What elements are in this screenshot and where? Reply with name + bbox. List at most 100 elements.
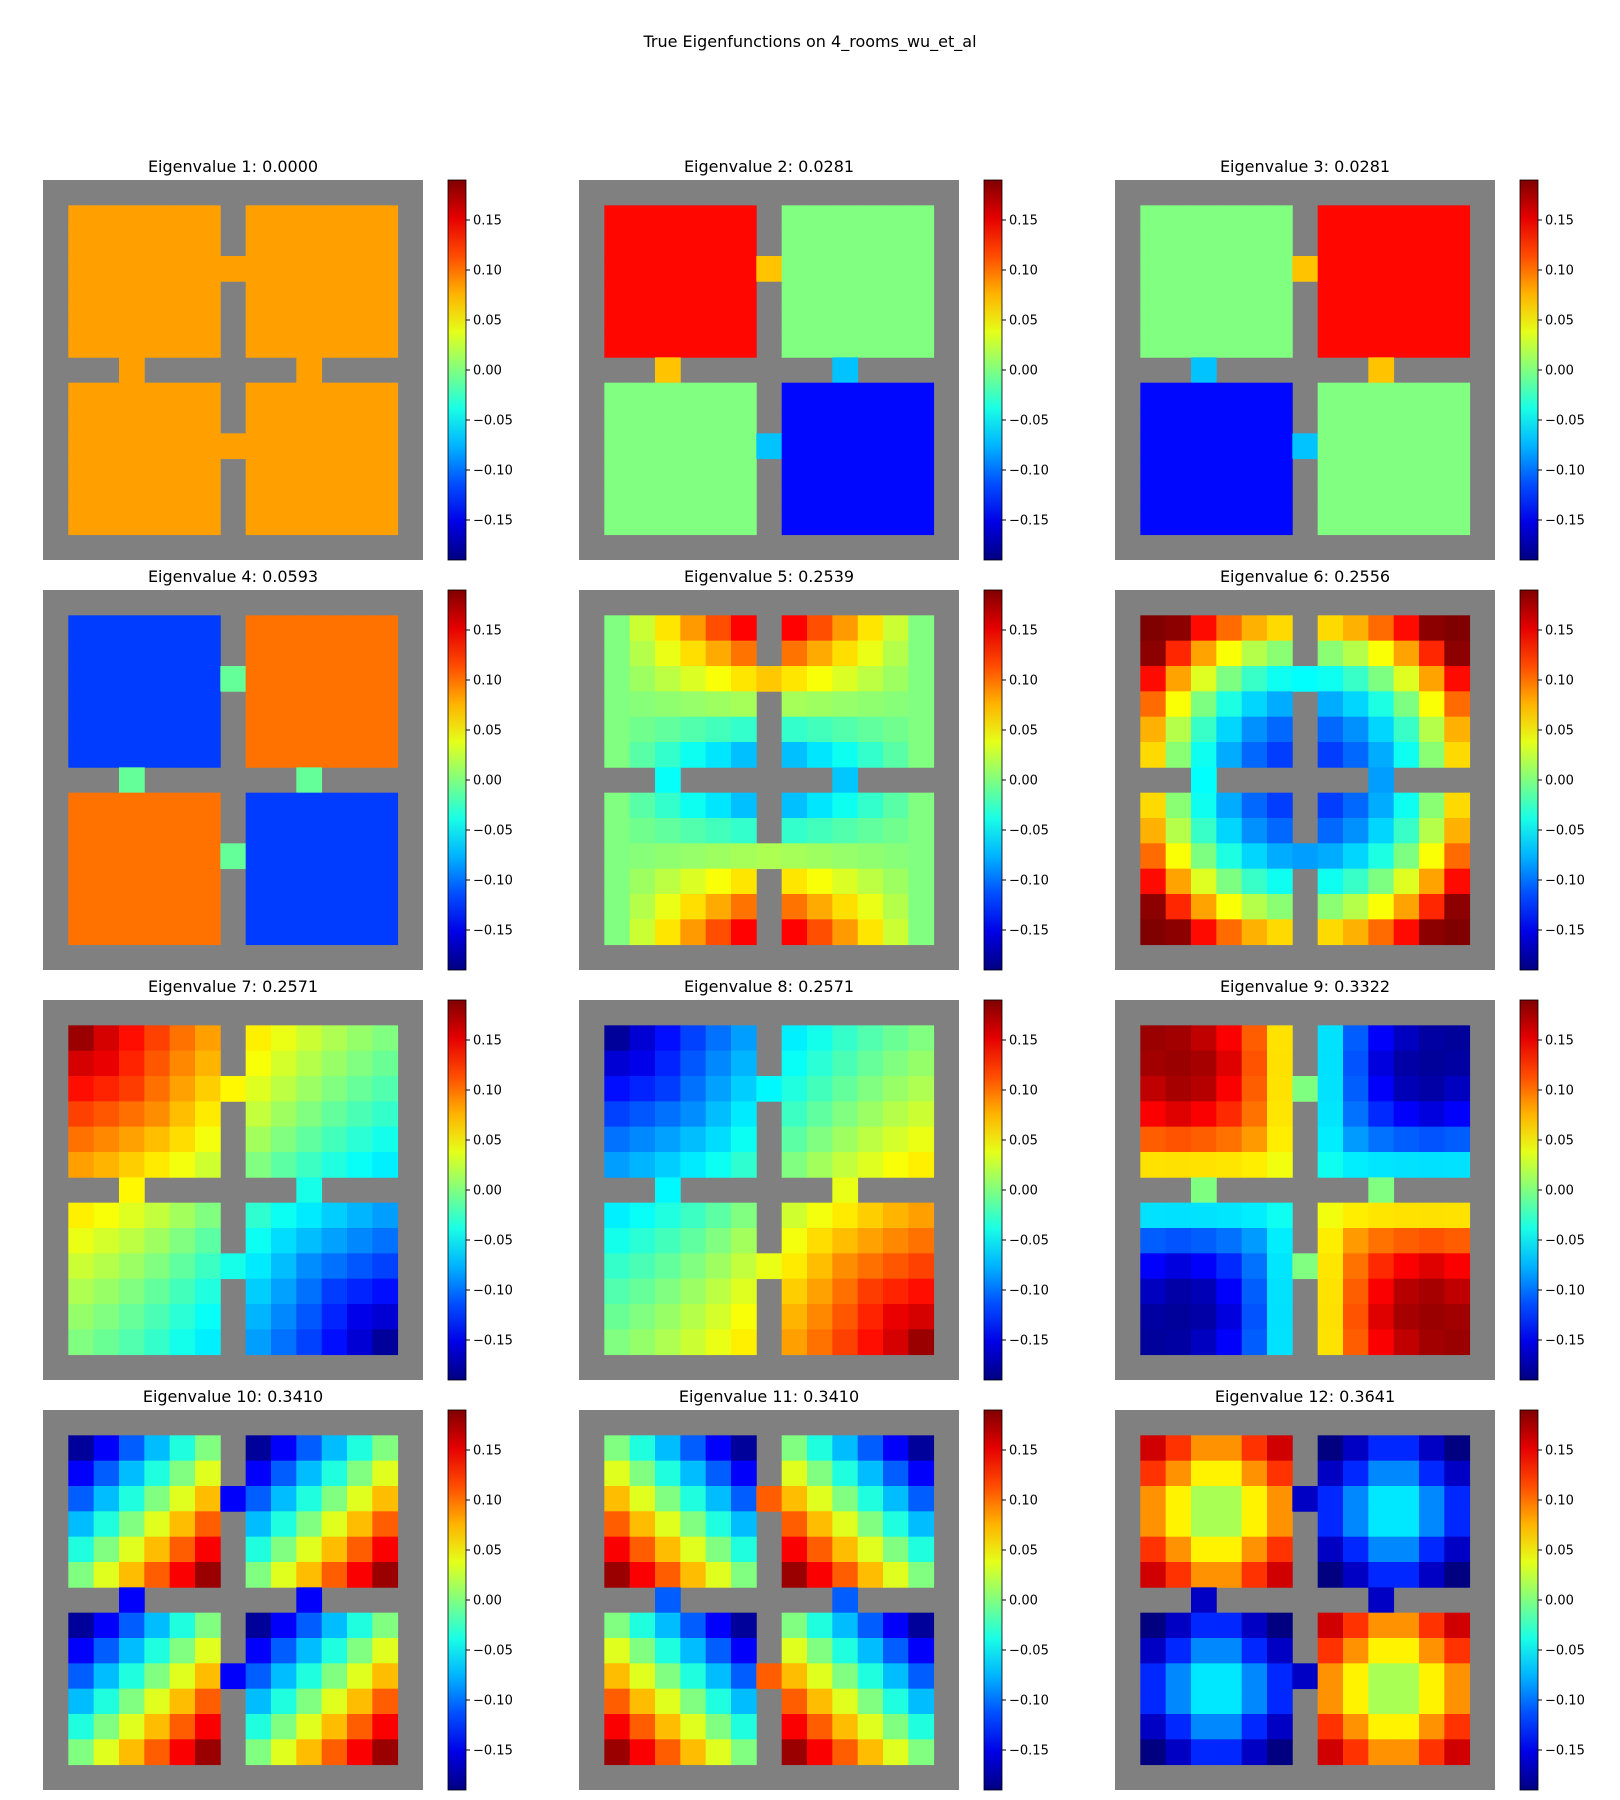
heatmap-cell xyxy=(705,1688,732,1715)
heatmap-cell xyxy=(321,1152,348,1178)
heatmap-cell xyxy=(908,1663,935,1690)
heatmap-cell xyxy=(169,691,196,718)
colorbar-tick-label: −0.10 xyxy=(1545,464,1585,479)
heatmap-cell xyxy=(1241,1663,1268,1690)
colorbar-tick-label: 0.05 xyxy=(1009,724,1038,739)
heatmap-cell xyxy=(68,1228,95,1254)
heatmap-cell xyxy=(832,408,859,434)
heatmap-cell xyxy=(321,408,348,434)
heatmap-cell xyxy=(245,205,272,232)
heatmap-cell xyxy=(1317,1739,1344,1766)
heatmap-cell xyxy=(1191,868,1217,895)
heatmap-cell xyxy=(144,1460,171,1487)
heatmap-cell xyxy=(1393,1304,1420,1330)
heatmap-cell xyxy=(119,716,145,743)
colorbar-tick-label: 0.15 xyxy=(1545,1034,1574,1049)
heatmap-cell xyxy=(1216,1304,1243,1330)
panel-title-2: Eigenvalue 2: 0.0281 xyxy=(684,157,854,176)
heatmap-cell xyxy=(271,1663,297,1690)
heatmap-cell xyxy=(245,615,272,642)
heatmap-cell xyxy=(883,433,909,460)
colorbar-tick-label: 0.10 xyxy=(1009,1494,1038,1509)
heatmap-cell xyxy=(119,306,145,333)
heatmap-cell xyxy=(144,640,171,667)
heatmap-cell xyxy=(1368,256,1395,282)
heatmap-cell xyxy=(781,1278,808,1305)
heatmap-cell xyxy=(1140,1304,1167,1330)
heatmap-cell xyxy=(372,868,399,895)
heatmap-cell xyxy=(68,1253,95,1280)
heatmap-cell xyxy=(1419,843,1445,870)
heatmap-cell xyxy=(1444,894,1471,920)
heatmap-cell xyxy=(245,1739,272,1766)
heatmap-cell xyxy=(119,1228,145,1254)
heatmap-cell xyxy=(245,1511,272,1538)
heatmap-cell xyxy=(1216,1460,1243,1487)
heatmap-cell xyxy=(220,256,247,282)
heatmap-cell xyxy=(731,792,757,819)
heatmap-cell xyxy=(1241,1202,1268,1229)
heatmap-cell xyxy=(705,408,732,434)
heatmap-cell xyxy=(857,868,884,895)
heatmap-cell xyxy=(832,716,859,743)
heatmap-cell xyxy=(908,716,935,743)
heatmap-cell xyxy=(372,1638,399,1664)
heatmap-cell xyxy=(655,691,681,718)
heatmap-cell xyxy=(1368,1076,1395,1102)
heatmap-cell xyxy=(321,818,348,844)
colorbar-tick-label: 0.10 xyxy=(1545,264,1574,279)
heatmap-cell xyxy=(680,256,707,282)
heatmap-cell xyxy=(807,1076,833,1102)
heatmap-cell xyxy=(1241,818,1268,844)
heatmap-cell xyxy=(680,408,707,434)
heatmap-cell xyxy=(1343,1304,1369,1330)
heatmap-cell xyxy=(1393,1688,1420,1715)
colorbar-tick-label: 0.10 xyxy=(1545,674,1574,689)
heatmap-cell xyxy=(1165,1228,1192,1254)
colorbar-tick-label: −0.15 xyxy=(1545,1334,1585,1349)
heatmap-cell xyxy=(1191,1177,1217,1204)
heatmap-cell xyxy=(781,818,808,844)
heatmap-cell xyxy=(1241,1638,1268,1664)
heatmap-cell xyxy=(781,1486,808,1512)
heatmap-cell xyxy=(245,666,272,692)
heatmap-cell xyxy=(347,1739,373,1766)
heatmap-cell xyxy=(245,691,272,718)
heatmap-cell xyxy=(1216,615,1243,642)
heatmap-cell xyxy=(781,1562,808,1588)
heatmap-cell xyxy=(680,382,707,409)
colorbar-tick-label: 0.05 xyxy=(1009,1134,1038,1149)
heatmap-cell xyxy=(1343,1435,1369,1462)
heatmap-cell xyxy=(93,1739,120,1766)
heatmap-cell xyxy=(604,868,631,895)
heatmap-cell xyxy=(372,1278,399,1305)
heatmap-cell xyxy=(883,1076,909,1102)
heatmap-cell xyxy=(1317,615,1344,642)
heatmap-cell xyxy=(1419,868,1445,895)
heatmap-cell xyxy=(731,458,757,485)
heatmap-cell xyxy=(1241,1228,1268,1254)
heatmap-cell xyxy=(296,433,323,460)
heatmap-cell xyxy=(1191,230,1217,257)
heatmap-cell xyxy=(1317,894,1344,920)
heatmap-cell xyxy=(1191,1278,1217,1305)
heatmap-cell xyxy=(1368,1202,1395,1229)
heatmap-cell xyxy=(1191,1101,1217,1128)
heatmap-cell xyxy=(781,1202,808,1229)
heatmap-cell xyxy=(731,484,757,510)
heatmap-cell xyxy=(372,1228,399,1254)
heatmap-cell xyxy=(1368,408,1395,434)
heatmap-cell xyxy=(629,1663,656,1690)
heatmap-cell xyxy=(857,1663,884,1690)
heatmap-cell xyxy=(1140,306,1167,333)
heatmap-cell xyxy=(604,843,631,870)
heatmap-cell xyxy=(908,230,935,257)
heatmap-cell xyxy=(321,306,348,333)
heatmap-cell xyxy=(119,894,145,920)
heatmap-cell xyxy=(832,1329,859,1356)
heatmap-cell xyxy=(1216,1076,1243,1102)
heatmap-cell xyxy=(705,1025,732,1052)
heatmap-cell xyxy=(372,230,399,257)
heatmap-cell xyxy=(1368,281,1395,308)
